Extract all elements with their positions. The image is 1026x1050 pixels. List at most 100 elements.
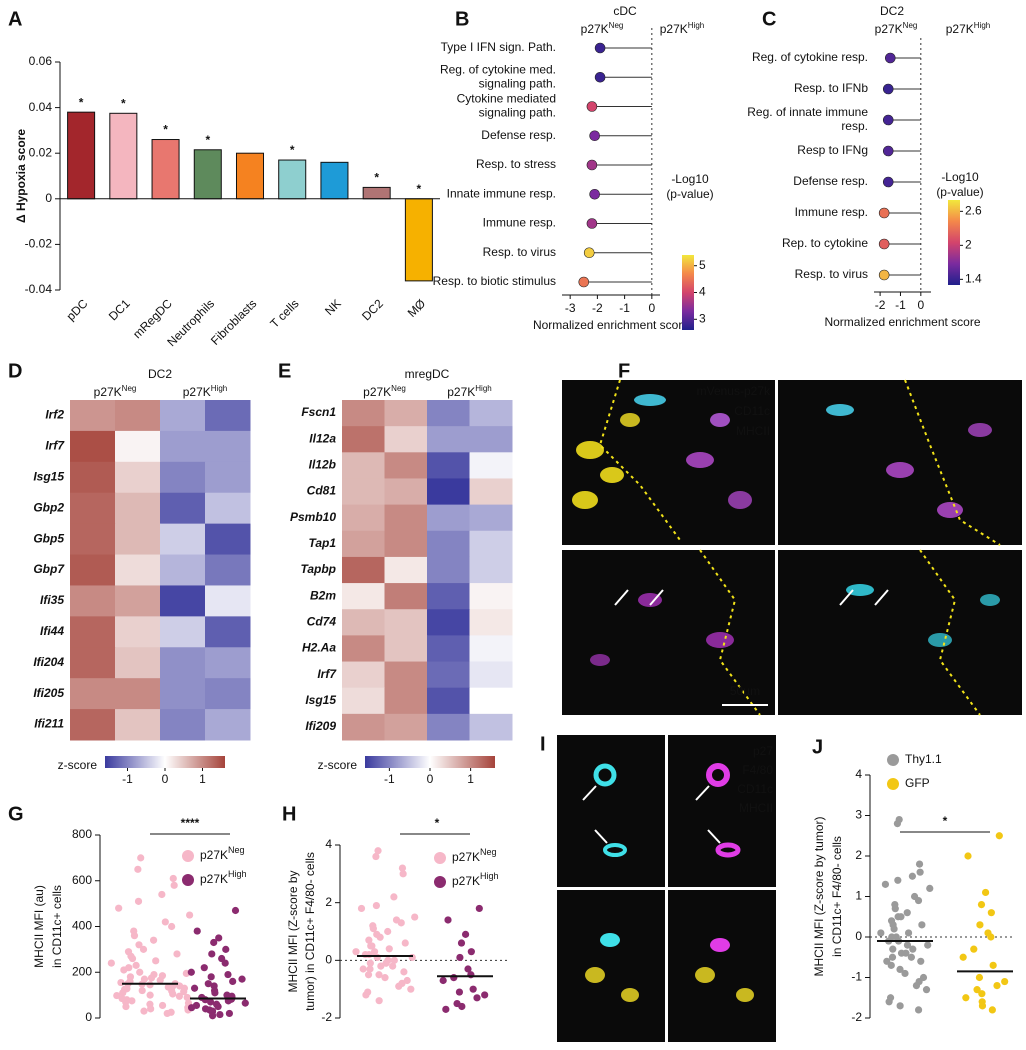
- heat-cell: [70, 400, 116, 432]
- label-sup: Neg: [122, 384, 137, 393]
- dot: [989, 961, 997, 969]
- dot: [122, 1002, 130, 1011]
- label-base: p27K: [875, 22, 903, 36]
- y-axis-title: MHCII MFI (Z-score by tumor): [812, 816, 826, 976]
- cell: [593, 763, 617, 787]
- panel-letter: A: [8, 8, 22, 30]
- category-label: Type I IFN sign. Path.: [441, 40, 556, 54]
- dot: [903, 909, 911, 917]
- dot: [915, 860, 924, 868]
- dot: [916, 868, 924, 876]
- dot: [455, 988, 464, 996]
- lollipop-dot: [586, 101, 598, 112]
- category-label: Innate immune resp.: [447, 186, 556, 200]
- dot: [924, 941, 932, 949]
- y-tick-label: 0: [85, 1010, 92, 1024]
- heat-cell: [70, 430, 116, 463]
- cell: [600, 467, 624, 483]
- row-label: Il12a: [309, 431, 336, 445]
- significance: *: [417, 182, 422, 196]
- dot: [180, 988, 188, 996]
- heat-cell: [70, 709, 116, 741]
- x-tick-label: DC1: [106, 296, 133, 323]
- colorbar-tick-label: 3: [699, 311, 706, 325]
- dot: [888, 953, 897, 961]
- heat-cell: [469, 478, 513, 506]
- dot: [173, 950, 181, 958]
- colorbar-title: (p-value): [666, 187, 713, 201]
- dot: [215, 934, 223, 942]
- y-axis-title: in CD11c+ cells: [50, 885, 64, 968]
- group-label: p27KNeg: [363, 384, 406, 400]
- dot: [987, 909, 995, 917]
- heat-cell: [469, 609, 513, 636]
- group-label: p27KHigh: [660, 21, 704, 37]
- legend-sup: Neg: [228, 845, 245, 855]
- label-base: p27K: [946, 22, 974, 36]
- dot: [903, 941, 912, 949]
- x-tick-label: -1: [895, 298, 906, 312]
- dot: [204, 980, 212, 988]
- heat-cell: [384, 661, 428, 689]
- row-label: Irf2: [45, 408, 64, 422]
- dot: [397, 919, 405, 927]
- dot: [893, 820, 902, 828]
- dot: [365, 936, 373, 944]
- panel-letter: H: [282, 803, 296, 825]
- y-tick-label: 2: [855, 848, 862, 862]
- y-tick-label: 0.04: [29, 100, 53, 114]
- x-tick-label: Fibroblasts: [208, 296, 259, 347]
- heat-cell: [427, 556, 470, 584]
- cell: [634, 394, 666, 406]
- dot: [373, 953, 381, 962]
- y-tick-label: -1: [851, 970, 862, 984]
- significance: *: [205, 133, 210, 147]
- dot: [130, 932, 139, 940]
- dot: [136, 968, 144, 976]
- dot: [442, 1005, 450, 1013]
- image-tile: [668, 735, 776, 887]
- dot: [444, 916, 452, 924]
- heat-cell: [384, 400, 428, 427]
- dot: [399, 870, 407, 878]
- colorbar-tick-label: 4: [699, 285, 706, 299]
- y-tick-label: 4: [855, 767, 862, 781]
- dot: [377, 962, 385, 970]
- dot: [458, 1002, 466, 1011]
- legend-name: p27K: [452, 874, 480, 888]
- cell: [736, 988, 754, 1002]
- lollipop-dot: [884, 52, 896, 64]
- dot: [362, 991, 370, 999]
- category-label: Immune resp.: [795, 205, 868, 219]
- dot: [211, 989, 219, 997]
- bar: [151, 139, 180, 200]
- dot: [107, 959, 115, 967]
- bar: [235, 152, 265, 200]
- label-base: p27K: [183, 385, 211, 399]
- dot: [229, 977, 237, 986]
- dot: [467, 971, 475, 979]
- heat-cell: [384, 504, 428, 532]
- heat-cell: [427, 452, 470, 479]
- channel-label: F4/80: [742, 763, 773, 777]
- group-label: p27KNeg: [94, 384, 137, 400]
- heat-cell: [205, 709, 251, 741]
- category-label: signaling path.: [479, 76, 556, 90]
- heat-cell: [384, 556, 428, 584]
- dot: [981, 888, 990, 897]
- panel-letter: C: [762, 8, 776, 30]
- colorbar-tick-label: -1: [122, 772, 133, 786]
- category-label: resp.: [841, 119, 868, 133]
- cell: [621, 988, 639, 1002]
- heat-cell: [384, 478, 428, 506]
- dot: [221, 959, 229, 967]
- dot: [904, 929, 913, 937]
- arrow: [649, 589, 664, 606]
- dot: [889, 945, 897, 953]
- legend-swatch: [182, 874, 194, 886]
- dot: [1001, 977, 1009, 986]
- dot: [163, 1009, 171, 1018]
- heat-cell: [205, 523, 251, 556]
- lollipop-dot: [882, 114, 894, 126]
- dot: [241, 999, 249, 1007]
